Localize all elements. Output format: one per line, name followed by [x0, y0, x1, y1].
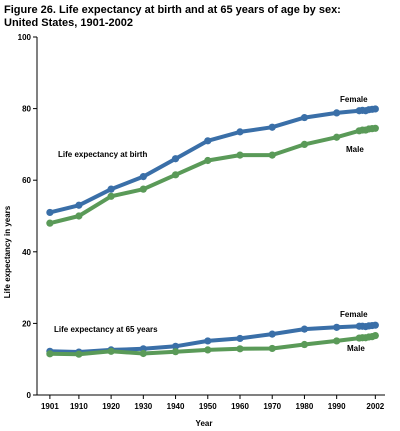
- series-label-male-birth: Male: [346, 145, 364, 154]
- data-point: [333, 323, 341, 331]
- y-axis-ticks: 0 20 40 60 80 100: [18, 33, 37, 400]
- data-point: [107, 347, 115, 355]
- series-male-birth: [46, 124, 379, 227]
- data-point: [300, 340, 309, 349]
- x-tick-label: 1920: [102, 402, 120, 411]
- x-axis-ticks: 1901 1910 1920 1930 1940 1950 1960 1970 1980 1990…: [41, 395, 385, 411]
- data-point: [371, 105, 379, 113]
- data-point: [268, 330, 276, 338]
- data-point: [333, 337, 341, 345]
- data-point: [75, 212, 83, 220]
- data-point: [46, 208, 54, 217]
- x-tick-label: 1960: [231, 402, 249, 411]
- data-point: [204, 137, 212, 145]
- data-point: [75, 350, 83, 358]
- data-point: [371, 124, 379, 132]
- x-tick-label: 1950: [199, 402, 217, 411]
- x-axis-label: Year: [196, 419, 213, 428]
- data-point: [236, 334, 244, 343]
- data-point: [236, 151, 244, 159]
- data-point: [107, 192, 115, 200]
- axes: [36, 37, 385, 396]
- y-tick-label: 80: [22, 105, 31, 114]
- series-line: [47, 333, 378, 357]
- data-point: [371, 321, 379, 329]
- series-female-birth: [46, 105, 379, 217]
- x-tick-label: 1980: [296, 402, 314, 411]
- x-tick-label: 1990: [328, 402, 346, 411]
- y-tick-label: 100: [18, 33, 32, 42]
- y-tick-label: 20: [22, 319, 31, 328]
- x-tick-label: 1901: [41, 402, 59, 411]
- data-point: [268, 151, 276, 159]
- data-point: [204, 156, 212, 165]
- data-point: [300, 113, 309, 122]
- series-line: [47, 126, 378, 226]
- y-axis-label: Life expectancy in years: [3, 205, 12, 298]
- series-label-male-65: Male: [347, 344, 365, 353]
- data-point: [371, 331, 379, 340]
- series-layer: [46, 105, 379, 358]
- data-point: [171, 348, 180, 356]
- data-point: [333, 133, 341, 141]
- data-point: [236, 128, 244, 136]
- data-point: [268, 344, 276, 353]
- data-point: [139, 349, 147, 358]
- series-label-female-65: Female: [340, 310, 368, 319]
- data-point: [46, 350, 54, 358]
- data-point: [268, 123, 276, 131]
- x-tick-label: 2002: [366, 402, 384, 411]
- chart-subtitle: United States, 1901-2002: [4, 17, 133, 29]
- data-point: [171, 155, 180, 163]
- chart-title: Figure 26. Life expectancy at birth and …: [4, 4, 341, 16]
- x-tick-label: 1910: [70, 402, 88, 411]
- y-tick-label: 0: [27, 391, 32, 400]
- data-point: [300, 325, 309, 333]
- x-tick-label: 1930: [134, 402, 152, 411]
- annotation-age65: Life expectancy at 65 years: [54, 325, 158, 334]
- data-point: [171, 342, 180, 350]
- x-tick-label: 1970: [263, 402, 281, 411]
- y-tick-label: 40: [22, 248, 31, 257]
- series-label-female-birth: Female: [340, 95, 368, 104]
- data-point: [300, 140, 309, 148]
- data-point: [333, 109, 341, 117]
- data-point: [204, 337, 212, 345]
- data-point: [236, 345, 244, 353]
- data-point: [46, 219, 54, 227]
- data-point: [171, 171, 180, 179]
- series-male-age65: [46, 331, 379, 358]
- data-point: [204, 346, 212, 354]
- y-tick-label: 60: [22, 176, 31, 185]
- data-point: [139, 173, 147, 181]
- x-tick-label: 1940: [167, 402, 185, 411]
- data-point: [139, 185, 147, 193]
- data-point: [107, 185, 115, 193]
- annotation-birth: Life expectancy at birth: [58, 150, 147, 159]
- data-point: [75, 201, 83, 209]
